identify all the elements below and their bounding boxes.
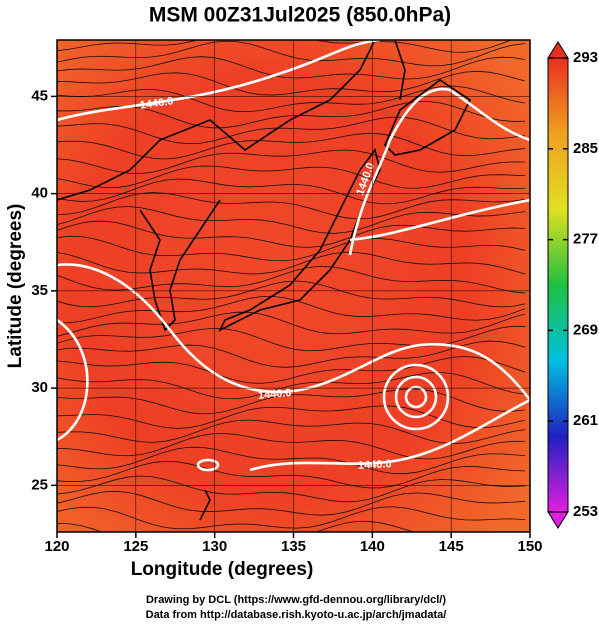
colorbar xyxy=(547,57,569,513)
title: MSM 00Z31Jul2025 (850.0hPa) xyxy=(149,4,451,27)
streamline xyxy=(57,340,526,368)
y-tick-label: 40 xyxy=(31,185,48,202)
streamlines xyxy=(57,40,526,532)
colorbar-arrow xyxy=(547,511,569,529)
streamline xyxy=(57,165,526,189)
x-tick-label: 145 xyxy=(439,538,464,555)
y-tick-label: 30 xyxy=(31,379,48,396)
y-axis-label: Latitude (degrees) xyxy=(5,204,26,369)
streamline xyxy=(57,132,526,160)
streamline xyxy=(57,311,526,337)
streamline xyxy=(57,251,526,275)
streamline xyxy=(57,206,526,234)
streamline xyxy=(57,85,526,113)
y-tick-label: 45 xyxy=(31,87,48,104)
streamline xyxy=(57,280,526,308)
colorbar-tick-label: 285 xyxy=(573,140,598,157)
x-tick-label: 135 xyxy=(281,538,306,555)
streamline xyxy=(57,265,526,294)
streamline xyxy=(57,40,526,67)
streamline xyxy=(57,178,526,205)
streamline xyxy=(57,475,526,503)
streamline xyxy=(57,295,526,324)
streamline xyxy=(57,446,526,475)
colorbar-tick-label: 253 xyxy=(573,503,598,520)
streamline xyxy=(57,506,526,530)
streamline xyxy=(57,116,526,145)
streamline xyxy=(57,460,526,489)
x-tick-label: 125 xyxy=(123,538,148,555)
streamline xyxy=(57,56,526,80)
streamline xyxy=(57,70,526,96)
streamline xyxy=(57,192,526,220)
streamline xyxy=(57,40,513,53)
x-tick-label: 120 xyxy=(44,538,69,555)
y-tick-label: 35 xyxy=(31,282,48,299)
x-axis-label: Longitude (degrees) xyxy=(131,559,314,580)
y-tick-label: 25 xyxy=(31,476,48,493)
colorbar-arrow xyxy=(547,41,569,59)
streamline xyxy=(57,490,526,516)
colorbar-tick-label: 261 xyxy=(573,412,598,429)
colorbar-tick-label: 269 xyxy=(573,321,598,338)
streamline xyxy=(57,388,526,415)
contours xyxy=(57,40,530,472)
x-tick-label: 130 xyxy=(202,538,227,555)
streamline xyxy=(57,433,526,460)
footer-line: Drawing by DCL (https://www.gfd-dennou.o… xyxy=(146,594,446,606)
footer-line: Data from http://database.rish.kyoto-u.a… xyxy=(146,609,447,621)
streamline xyxy=(57,419,526,445)
streamline xyxy=(57,372,526,400)
colorbar-tick-label: 277 xyxy=(573,231,598,248)
streamline xyxy=(57,356,526,384)
colorbar-tick-label: 293 xyxy=(573,49,598,66)
streamline xyxy=(57,405,526,429)
x-tick-label: 140 xyxy=(360,538,385,555)
streamline xyxy=(57,235,526,262)
coastlines xyxy=(57,40,472,521)
contour-label: 1440.0 xyxy=(139,95,174,112)
contour-label: 1440.0 xyxy=(257,387,292,402)
streamline xyxy=(57,220,526,248)
contour-label: 1440.0 xyxy=(358,458,392,472)
x-tick-label: 150 xyxy=(517,538,542,555)
